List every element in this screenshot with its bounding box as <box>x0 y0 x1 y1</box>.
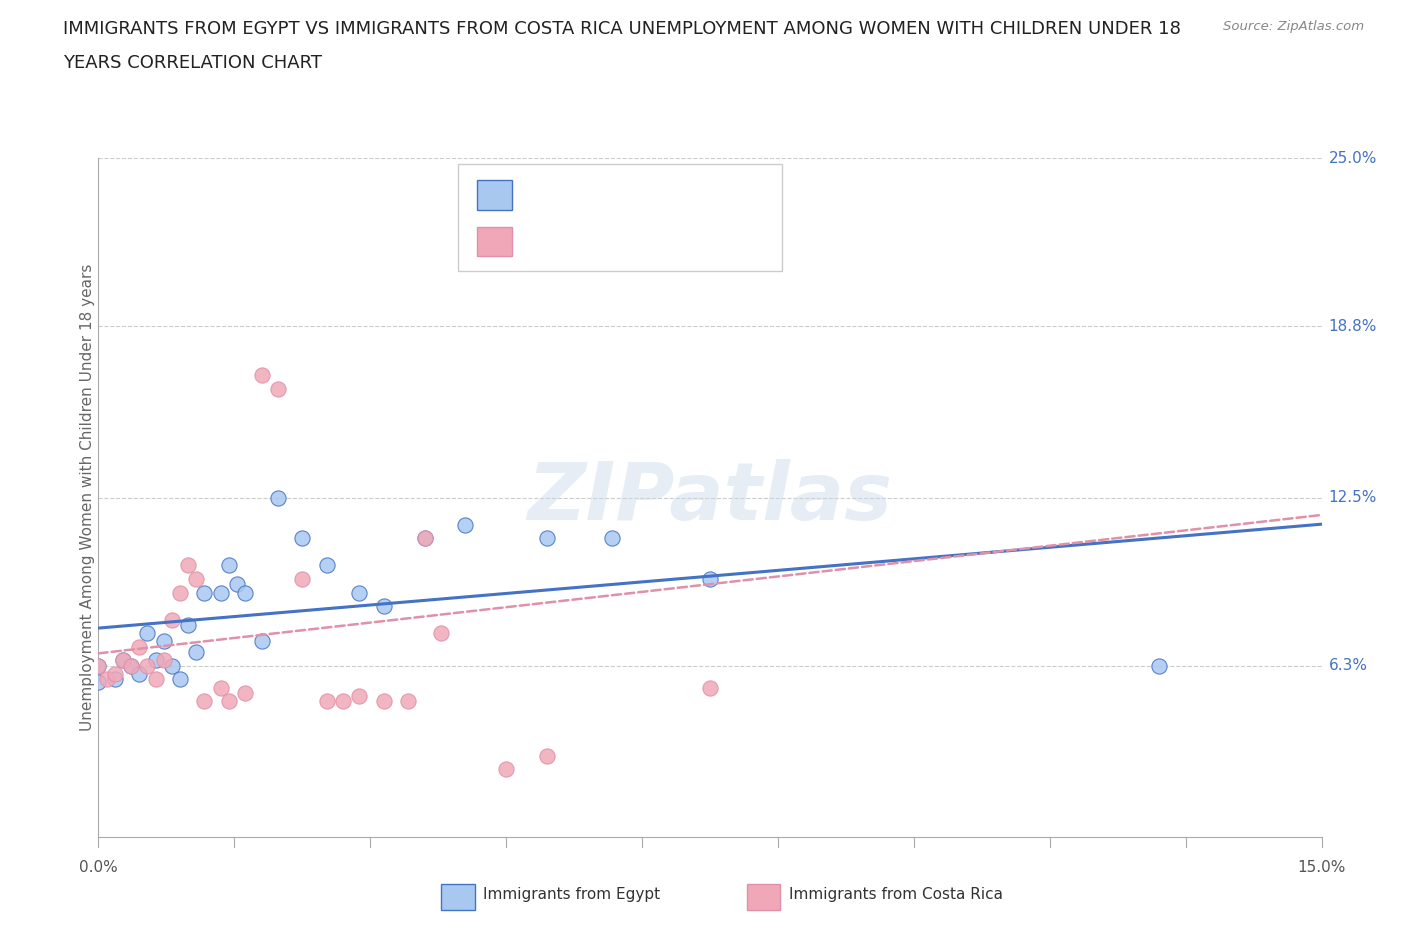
Point <box>291 531 314 546</box>
Point <box>699 572 721 587</box>
Point <box>186 644 208 659</box>
Point <box>1147 658 1170 673</box>
Text: Immigrants from Costa Rica: Immigrants from Costa Rica <box>789 887 1002 902</box>
Point <box>152 653 174 668</box>
Point <box>136 658 159 673</box>
Text: 18.8%: 18.8% <box>1329 319 1376 334</box>
Point <box>454 517 477 532</box>
Text: R =: R = <box>522 232 553 250</box>
Text: 0.192: 0.192 <box>567 186 619 205</box>
Point <box>160 612 183 627</box>
Point <box>536 531 558 546</box>
Point <box>250 634 273 649</box>
Point <box>128 640 150 655</box>
Point <box>87 658 110 673</box>
Point <box>87 658 110 673</box>
Point <box>291 572 314 587</box>
Point <box>177 618 200 632</box>
Text: N =: N = <box>627 186 658 205</box>
Point <box>152 634 174 649</box>
Point <box>111 653 134 668</box>
Point <box>169 585 191 600</box>
Text: 12.5%: 12.5% <box>1329 490 1376 505</box>
Point <box>193 585 215 600</box>
Point <box>413 531 436 546</box>
Text: R =: R = <box>522 186 553 205</box>
Point <box>250 368 273 383</box>
Point <box>128 667 150 682</box>
Point <box>536 748 558 763</box>
Point <box>658 232 681 247</box>
Point <box>349 688 371 703</box>
Text: 15.0%: 15.0% <box>1298 860 1346 875</box>
Text: IMMIGRANTS FROM EGYPT VS IMMIGRANTS FROM COSTA RICA UNEMPLOYMENT AMONG WOMEN WIT: IMMIGRANTS FROM EGYPT VS IMMIGRANTS FROM… <box>63 20 1181 38</box>
Point <box>226 577 249 591</box>
Point <box>145 672 167 687</box>
Point <box>267 490 290 505</box>
Point <box>111 653 134 668</box>
Text: YEARS CORRELATION CHART: YEARS CORRELATION CHART <box>63 54 322 72</box>
Text: Immigrants from Egypt: Immigrants from Egypt <box>484 887 661 902</box>
Point <box>315 694 337 709</box>
Point <box>104 667 127 682</box>
Point <box>315 558 337 573</box>
Text: 0.001: 0.001 <box>567 232 619 250</box>
Text: Source: ZipAtlas.com: Source: ZipAtlas.com <box>1223 20 1364 33</box>
Point <box>495 762 517 777</box>
Point <box>233 585 256 600</box>
Point <box>233 685 256 700</box>
Point <box>332 694 354 709</box>
Point <box>209 680 232 695</box>
Point <box>218 558 240 573</box>
Text: 25.0%: 25.0% <box>1329 151 1376 166</box>
Point <box>120 658 142 673</box>
Point <box>699 680 721 695</box>
Point <box>267 381 290 396</box>
Text: ZIPatlas: ZIPatlas <box>527 458 893 537</box>
Point <box>349 585 371 600</box>
Point <box>600 531 623 546</box>
Point <box>209 585 232 600</box>
Point <box>177 558 200 573</box>
Point <box>413 531 436 546</box>
Text: 6.3%: 6.3% <box>1329 658 1368 673</box>
Point <box>145 653 167 668</box>
Text: 30: 30 <box>673 186 696 205</box>
Text: 31: 31 <box>673 232 696 250</box>
Text: 0.0%: 0.0% <box>79 860 118 875</box>
Point <box>373 694 395 709</box>
Text: N =: N = <box>627 232 658 250</box>
Point <box>373 599 395 614</box>
Point <box>169 672 191 687</box>
Point <box>396 694 419 709</box>
Point <box>104 672 127 687</box>
Point <box>136 626 159 641</box>
Point <box>96 672 118 687</box>
Point <box>160 658 183 673</box>
Point <box>430 626 453 641</box>
Point <box>193 694 215 709</box>
Point <box>218 694 240 709</box>
Point <box>186 572 208 587</box>
Point <box>120 658 142 673</box>
Point <box>87 675 110 690</box>
Y-axis label: Unemployment Among Women with Children Under 18 years: Unemployment Among Women with Children U… <box>80 264 94 731</box>
